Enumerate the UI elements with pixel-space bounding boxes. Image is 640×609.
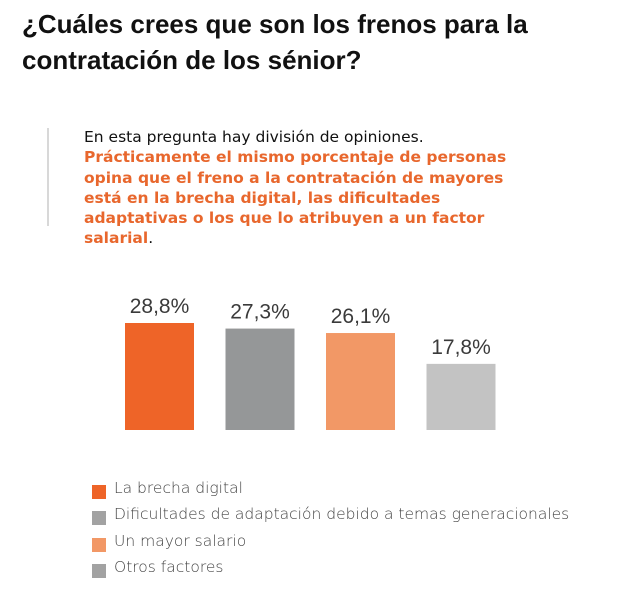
bar-chart: 28,8% 27,3% 26,1% 17,8% — [125, 295, 496, 430]
data-label: 28,8% — [130, 295, 190, 318]
legend-label: Un mayor salario — [114, 531, 247, 550]
bar — [225, 328, 295, 430]
intro-highlight: Prácticamente el mismo porcentaje de per… — [84, 148, 507, 248]
legend-item: Un mayor salario — [92, 531, 569, 557]
legend: La brecha digital Dificultades de adapta… — [92, 478, 569, 583]
legend-swatch — [92, 537, 106, 552]
quote-divider — [47, 128, 49, 226]
data-label: 17,8% — [431, 336, 491, 359]
legend-swatch — [92, 511, 106, 526]
legend-item: La brecha digital — [92, 478, 569, 504]
legend-item: Dificultades de adaptación debido a tema… — [92, 504, 569, 530]
data-label: 27,3% — [230, 301, 290, 324]
legend-item: Otros factores — [92, 557, 569, 583]
legend-swatch — [92, 563, 106, 578]
bar — [125, 323, 194, 430]
bar — [326, 333, 395, 430]
intro-plain: En esta pregunta hay división de opinion… — [84, 128, 424, 146]
intro-end: . — [148, 229, 154, 248]
chart-title: ¿Cuáles crees que son los frenos para la… — [22, 9, 528, 75]
legend-label: Dificultades de adaptación debido a tema… — [114, 505, 570, 524]
legend-label: Otros factores — [114, 557, 224, 576]
legend-label: La brecha digital — [114, 479, 243, 497]
data-label: 26,1% — [331, 305, 391, 328]
legend-swatch — [92, 485, 106, 499]
intro-text: En esta pregunta hay división de opinion… — [84, 127, 544, 249]
bar — [426, 363, 496, 430]
